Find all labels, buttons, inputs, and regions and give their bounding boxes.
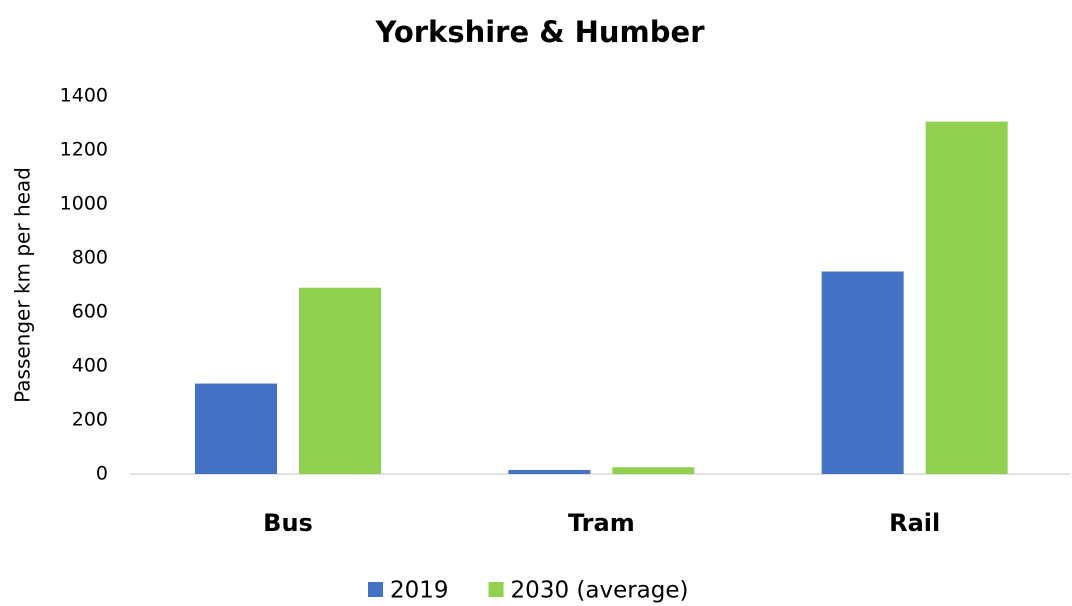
bar: [612, 467, 695, 474]
y-axis-label: Passenger km per head: [11, 167, 35, 403]
y-tick-label: 400: [72, 355, 108, 377]
chart-title: Yorkshire & Humber: [374, 15, 705, 49]
bar: [925, 121, 1008, 475]
y-tick-label: 1400: [60, 85, 108, 107]
bar: [195, 383, 277, 474]
bar: [299, 287, 381, 474]
y-tick-label: 600: [72, 301, 108, 323]
legend-label: 2019: [390, 578, 449, 604]
bar: [508, 469, 591, 474]
y-tick-label: 1000: [60, 193, 108, 215]
y-tick-label: 1200: [60, 139, 108, 161]
bar: [821, 271, 904, 474]
legend-label: 2030 (average): [511, 578, 689, 604]
x-tick-label: Rail: [889, 509, 940, 537]
y-tick-label: 0: [96, 463, 108, 485]
y-tick-label: 800: [72, 247, 108, 269]
legend-swatch: [488, 582, 504, 597]
x-tick-label: Bus: [263, 509, 313, 537]
y-tick-label: 200: [72, 409, 108, 431]
x-tick-label: Tram: [568, 509, 635, 537]
legend-swatch: [368, 582, 383, 597]
